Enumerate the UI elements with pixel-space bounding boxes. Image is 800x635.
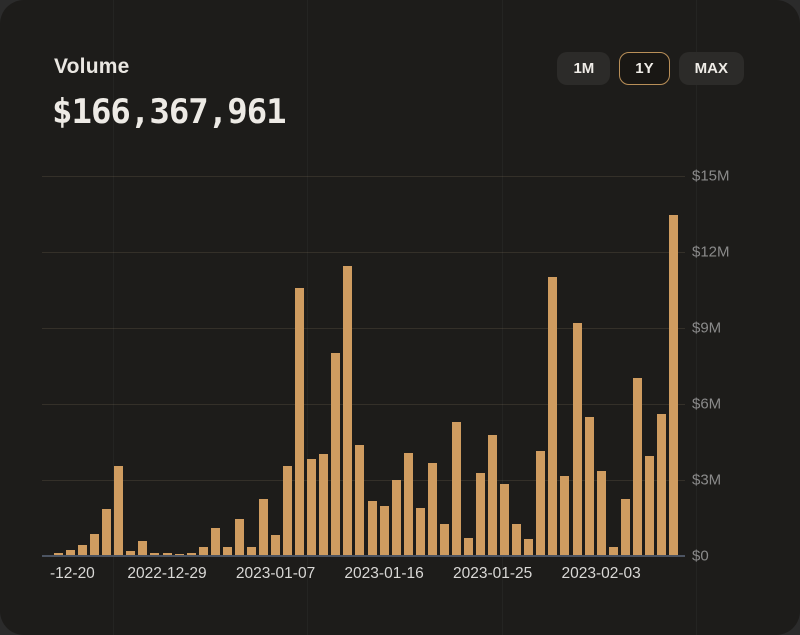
volume-bar[interactable] [669,215,678,556]
y-axis-label: $0 [692,548,752,565]
volume-bar[interactable] [368,501,377,556]
volume-bar[interactable] [524,539,533,556]
volume-bar[interactable] [114,466,123,556]
volume-bar[interactable] [536,451,545,556]
volume-bar[interactable] [488,435,497,556]
y-axis-label: $9M [692,320,752,337]
volume-bar[interactable] [235,519,244,556]
x-axis-label: 2023-01-07 [236,565,315,583]
volume-bar[interactable] [211,528,220,556]
volume-bar[interactable] [633,378,642,556]
volume-bar[interactable] [597,471,606,556]
x-axis-label: -12-20 [50,565,95,583]
volume-bar[interactable] [657,414,666,556]
volume-bar[interactable] [355,445,364,556]
y-axis-label: $15M [692,168,752,185]
volume-bar[interactable] [500,484,509,556]
volume-bar[interactable] [259,499,268,556]
volume-bar[interactable] [585,417,594,556]
volume-bar[interactable] [307,459,316,556]
volume-bar[interactable] [560,476,569,556]
x-axis-label: 2023-01-16 [344,565,423,583]
volume-bar[interactable] [295,288,304,556]
volume-bar[interactable] [621,499,630,556]
volume-bar[interactable] [428,463,437,556]
gridline [42,252,685,253]
x-axis-label: 2022-12-29 [127,565,206,583]
volume-total: $166,367,961 [52,92,286,132]
gridline [42,404,685,405]
volume-bar[interactable] [392,480,401,556]
range-selector: 1M 1Y MAX [557,52,744,85]
range-1y-button[interactable]: 1Y [619,52,669,85]
volume-bar[interactable] [102,509,111,556]
volume-bar[interactable] [90,534,99,556]
volume-card: Volume $166,367,961 1M 1Y MAX $0 $3M $6M $9… [0,0,800,635]
background-grid-line [696,0,697,635]
volume-bar[interactable] [476,473,485,556]
volume-bar[interactable] [548,277,557,556]
volume-bar[interactable] [512,524,521,556]
volume-bar[interactable] [416,508,425,556]
volume-bar[interactable] [283,466,292,556]
range-max-button[interactable]: MAX [679,52,744,85]
gridline [42,176,685,177]
volume-title: Volume [54,55,130,79]
volume-bar[interactable] [404,453,413,556]
x-axis-baseline [42,555,685,557]
volume-bar[interactable] [138,541,147,556]
volume-bar[interactable] [645,456,654,556]
volume-bar[interactable] [440,524,449,556]
y-axis-label: $12M [692,244,752,261]
volume-bar[interactable] [331,353,340,556]
volume-bar[interactable] [319,454,328,556]
range-1m-button[interactable]: 1M [557,52,610,85]
volume-bar[interactable] [343,266,352,556]
y-axis-label: $3M [692,472,752,489]
volume-bar[interactable] [380,506,389,556]
x-axis-label: 2023-01-25 [453,565,532,583]
volume-bar[interactable] [271,535,280,556]
volume-bar[interactable] [452,422,461,556]
volume-bar[interactable] [464,538,473,556]
y-axis-label: $6M [692,396,752,413]
volume-bar[interactable] [573,323,582,556]
x-axis-label: 2023-02-03 [561,565,640,583]
gridline [42,328,685,329]
